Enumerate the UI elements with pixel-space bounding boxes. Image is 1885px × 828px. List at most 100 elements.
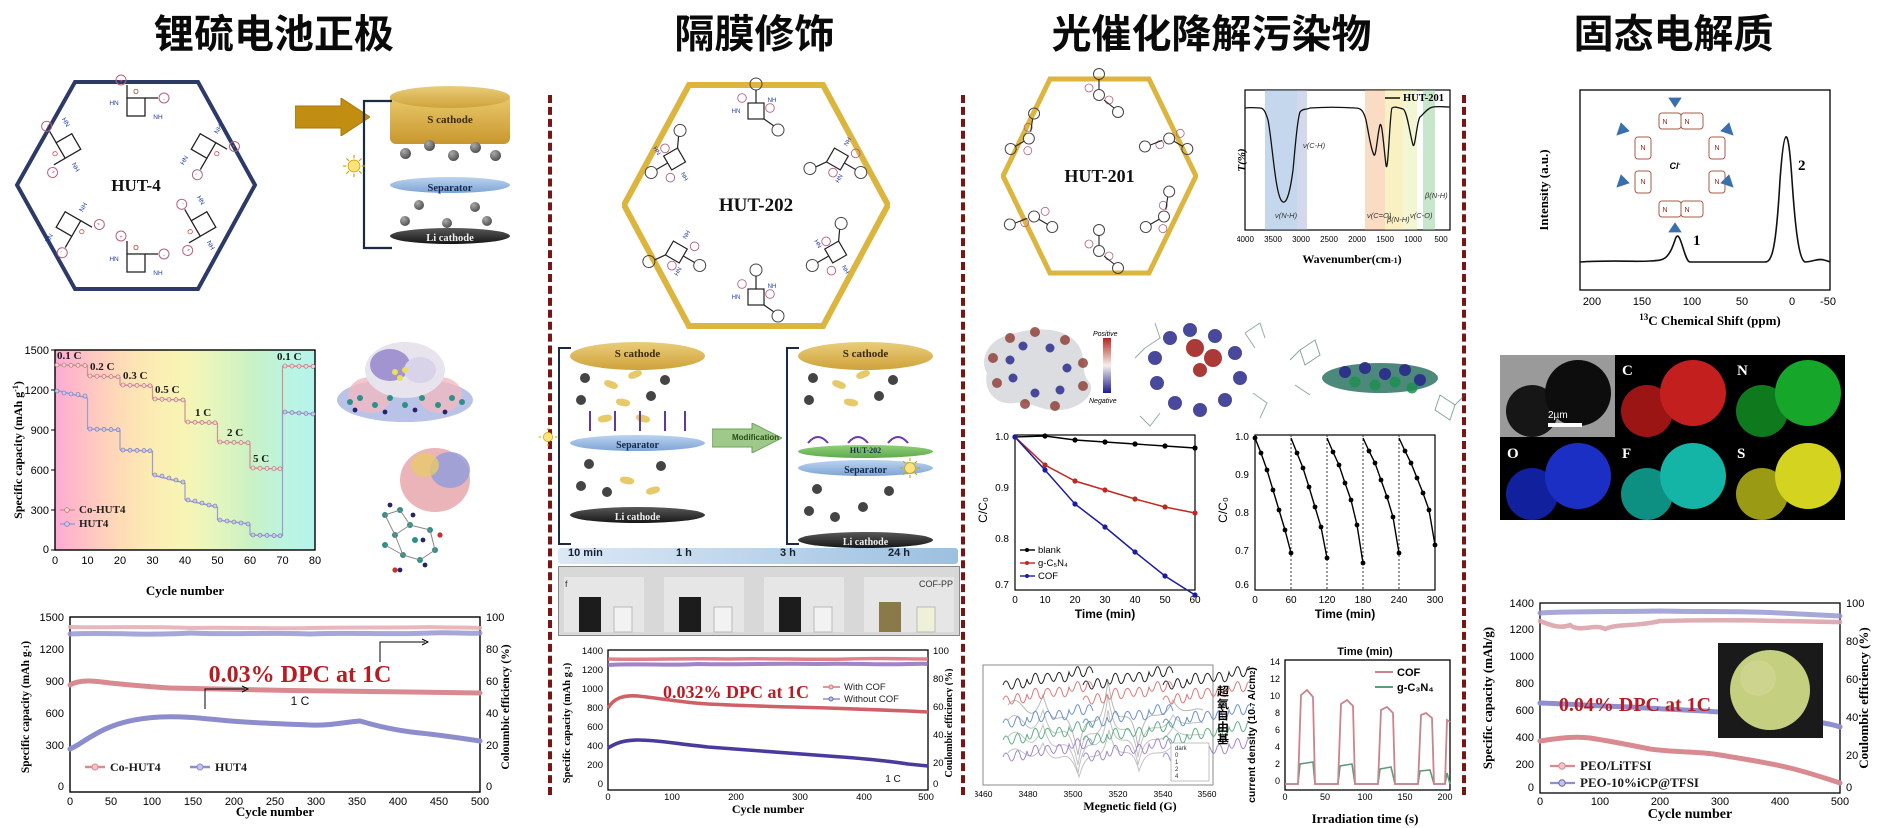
svg-text:50: 50 [1159,595,1171,606]
svg-text:4000: 4000 [1237,235,1254,244]
svg-text:60: 60 [244,555,256,567]
svg-text:50: 50 [1736,296,1748,308]
svg-text:O: O [1507,446,1519,462]
svg-text:40: 40 [933,730,944,741]
svg-text:N: N [1714,145,1719,152]
svg-text:HUT4: HUT4 [79,518,109,530]
svg-text:0: 0 [1275,776,1280,786]
svg-text:100: 100 [664,792,680,803]
svg-text:PEO-10%iCP@TFSI: PEO-10%iCP@TFSI [1580,775,1699,790]
svg-text:1400: 1400 [1510,598,1534,610]
svg-text:30: 30 [146,555,158,567]
svg-text:600: 600 [587,722,603,733]
svg-text:0: 0 [1846,782,1852,794]
svg-text:70: 70 [276,555,288,567]
svg-text:C: C [1622,363,1633,379]
svg-text:13C Chemical Shift (ppm): 13C Chemical Shift (ppm) [1639,312,1781,328]
svg-text:50: 50 [1320,792,1330,802]
svg-text:400: 400 [587,741,603,752]
svg-text:80: 80 [933,674,944,685]
svg-text:0: 0 [605,792,610,803]
svg-text:300: 300 [31,505,49,517]
svg-text:0: 0 [933,779,938,790]
svg-text:0.9: 0.9 [995,483,1009,494]
svg-text:1200: 1200 [25,385,49,397]
svg-text:3520: 3520 [1109,789,1128,799]
svg-text:0: 0 [598,779,603,790]
svg-text:2µm: 2µm [1548,410,1568,421]
svg-text:150: 150 [1397,792,1412,802]
svg-text:40: 40 [486,708,498,720]
svg-text:ν(C-H): ν(C-H) [1303,141,1326,150]
svg-text:300: 300 [46,740,64,752]
svg-text:3000: 3000 [1292,235,1310,244]
svg-text:Irradiation time (s): Irradiation time (s) [1312,811,1419,826]
svg-text:3500: 3500 [1264,235,1282,244]
svg-text:100: 100 [1683,296,1701,308]
svg-text:-50: -50 [1820,296,1836,308]
svg-text:1: 1 [1693,233,1701,249]
svg-text:1000: 1000 [582,684,603,695]
svg-text:800: 800 [587,703,603,714]
svg-text:Co-HUT4: Co-HUT4 [79,504,126,516]
svg-text:180: 180 [1355,595,1372,606]
svg-text:400: 400 [389,796,407,808]
svg-text:1500: 1500 [25,345,49,357]
svg-text:N: N [1640,179,1645,186]
svg-text:1200: 1200 [1510,624,1534,636]
svg-text:300: 300 [1427,595,1444,606]
svg-text:200: 200 [587,760,603,771]
svg-text:3500: 3500 [1064,789,1083,799]
svg-text:10: 10 [81,555,93,567]
svg-text:N: N [1737,363,1748,379]
svg-text:Time (min): Time (min) [1075,607,1135,621]
svg-text:1200: 1200 [40,644,64,656]
svg-text:150: 150 [184,796,202,808]
svg-text:1 C: 1 C [885,774,901,785]
svg-text:400: 400 [1771,796,1789,808]
svg-text:Intensity (a.u.): Intensity (a.u.) [1540,149,1551,230]
svg-text:0: 0 [58,781,64,793]
svg-text:3540: 3540 [1154,789,1173,799]
svg-text:500: 500 [918,792,934,803]
svg-text:1500: 1500 [40,612,64,624]
svg-text:0: 0 [43,544,49,556]
svg-text:Without COF: Without COF [844,694,899,705]
svg-text:Cycle number: Cycle number [732,802,805,816]
svg-text:14: 14 [1270,657,1280,667]
svg-text:20: 20 [114,555,126,567]
svg-text:C/C₀: C/C₀ [1216,497,1230,523]
svg-text:0.9: 0.9 [1235,470,1249,481]
svg-text:3560: 3560 [1198,789,1217,799]
svg-text:50: 50 [105,796,117,808]
svg-text:N: N [1714,179,1719,186]
svg-text:β(N-H): β(N-H) [1386,215,1410,224]
svg-text:500: 500 [1434,235,1448,244]
svg-text:8: 8 [1275,708,1280,718]
svg-text:200: 200 [1516,759,1534,771]
svg-text:450: 450 [430,796,448,808]
svg-text:F: F [1622,446,1631,462]
svg-text:120: 120 [1319,595,1336,606]
svg-text:900: 900 [31,425,49,437]
svg-text:0.03% DPC at 1C: 0.03% DPC at 1C [209,662,392,688]
svg-text:PEO/LiTFSI: PEO/LiTFSI [1580,758,1652,773]
svg-text:Time (min): Time (min) [1315,607,1375,621]
svg-text:S: S [1737,446,1745,462]
svg-text:2 C: 2 C [227,427,243,439]
svg-text:0.7: 0.7 [1235,546,1249,557]
svg-text:0: 0 [52,555,58,567]
svg-text:Time (min): Time (min) [1337,646,1393,658]
svg-text:3460: 3460 [975,789,993,799]
svg-text:150: 150 [1633,296,1651,308]
svg-text:β(N-H): β(N-H) [1424,191,1448,200]
svg-text:Cycle number: Cycle number [1648,807,1732,822]
svg-text:100: 100 [486,612,504,624]
svg-text:3480: 3480 [1019,789,1038,799]
svg-text:Specific capacity (mAh g-1): Specific capacity (mAh g-1) [562,662,573,783]
svg-text:N: N [1662,119,1667,126]
svg-text:4: 4 [1275,742,1280,752]
svg-text:10: 10 [1270,691,1280,701]
svg-text:0.1 C: 0.1 C [277,351,302,363]
svg-text:0.8: 0.8 [1235,508,1249,519]
